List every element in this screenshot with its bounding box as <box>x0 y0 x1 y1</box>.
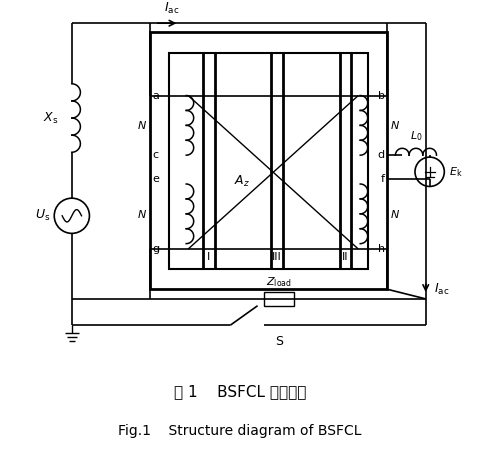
Text: a: a <box>152 90 159 101</box>
Text: $E_{\rm k}$: $E_{\rm k}$ <box>449 165 463 179</box>
Text: $N$: $N$ <box>389 208 399 220</box>
Bar <box>264 292 294 306</box>
Text: d: d <box>377 150 385 160</box>
Bar <box>169 52 368 269</box>
Text: e: e <box>152 174 159 183</box>
Text: 图 1    BSFCL 结构原理: 图 1 BSFCL 结构原理 <box>174 384 306 399</box>
Text: g: g <box>152 244 159 254</box>
Text: $X_{\rm s}$: $X_{\rm s}$ <box>43 110 58 125</box>
Text: $A_z$: $A_z$ <box>234 174 250 189</box>
Text: b: b <box>377 90 385 101</box>
Text: f: f <box>381 174 385 183</box>
Text: $I_{\rm ac}$: $I_{\rm ac}$ <box>164 1 179 16</box>
Text: c: c <box>152 150 158 160</box>
Text: III: III <box>272 252 282 262</box>
Text: $N$: $N$ <box>137 119 147 132</box>
Bar <box>150 32 387 289</box>
Text: II: II <box>342 252 349 262</box>
Text: I: I <box>207 252 210 262</box>
Text: $I_{\rm ac}$: $I_{\rm ac}$ <box>433 282 449 297</box>
Text: S: S <box>275 335 283 348</box>
Text: $L_0$: $L_0$ <box>410 130 422 143</box>
Text: Fig.1    Structure diagram of BSFCL: Fig.1 Structure diagram of BSFCL <box>118 424 362 438</box>
Text: $N$: $N$ <box>389 119 399 132</box>
Text: $N$: $N$ <box>137 208 147 220</box>
Text: h: h <box>377 244 385 254</box>
Text: $U_{\rm s}$: $U_{\rm s}$ <box>35 208 50 223</box>
Text: $Z_{\rm load}$: $Z_{\rm load}$ <box>266 275 292 289</box>
